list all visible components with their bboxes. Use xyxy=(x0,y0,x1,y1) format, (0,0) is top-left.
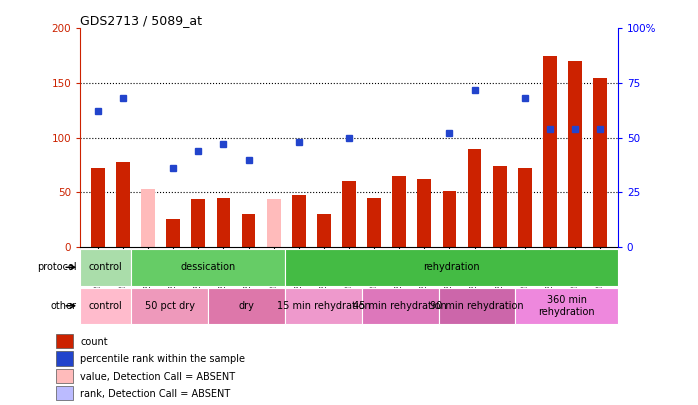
Text: GDS2713 / 5089_at: GDS2713 / 5089_at xyxy=(80,14,202,27)
Text: dry: dry xyxy=(239,301,255,311)
Text: dessication: dessication xyxy=(181,262,236,272)
Bar xyxy=(56,369,73,383)
Text: control: control xyxy=(89,301,123,311)
Text: 50 pct dry: 50 pct dry xyxy=(145,301,195,311)
Bar xyxy=(216,198,230,247)
Text: 15 min rehydration: 15 min rehydration xyxy=(276,301,370,311)
Bar xyxy=(593,77,607,247)
Bar xyxy=(141,189,155,247)
Bar xyxy=(80,249,131,286)
Text: control: control xyxy=(89,262,123,272)
Bar xyxy=(493,166,507,247)
Bar xyxy=(543,56,557,247)
Text: value, Detection Call = ABSENT: value, Detection Call = ABSENT xyxy=(80,371,235,382)
Text: 90 min rehydration: 90 min rehydration xyxy=(430,301,524,311)
Bar xyxy=(292,194,306,247)
Bar xyxy=(242,214,255,247)
Bar xyxy=(191,199,205,247)
Text: rank, Detection Call = ABSENT: rank, Detection Call = ABSENT xyxy=(80,389,230,399)
Bar xyxy=(342,181,356,247)
Bar xyxy=(285,288,362,324)
Text: percentile rank within the sample: percentile rank within the sample xyxy=(80,354,245,364)
Bar xyxy=(56,351,73,365)
Text: other: other xyxy=(51,301,77,311)
Text: count: count xyxy=(80,337,108,347)
Bar xyxy=(468,149,482,247)
Bar xyxy=(367,198,381,247)
Bar xyxy=(91,168,105,247)
Text: 45 min rehydration: 45 min rehydration xyxy=(353,301,447,311)
Bar xyxy=(317,214,331,247)
Bar xyxy=(518,168,532,247)
Bar xyxy=(515,288,618,324)
Bar xyxy=(568,61,582,247)
Bar xyxy=(417,179,431,247)
Bar xyxy=(131,288,208,324)
Bar xyxy=(56,334,73,348)
Bar xyxy=(362,288,438,324)
Text: rehydration: rehydration xyxy=(423,262,480,272)
Text: protocol: protocol xyxy=(37,262,77,272)
Bar xyxy=(443,191,456,247)
Bar xyxy=(438,288,515,324)
Bar xyxy=(116,162,130,247)
Bar xyxy=(285,249,618,286)
Bar xyxy=(208,288,285,324)
Bar xyxy=(166,219,180,247)
Bar xyxy=(392,176,406,247)
Bar xyxy=(131,249,285,286)
Bar xyxy=(56,386,73,400)
Bar xyxy=(267,199,281,247)
Bar xyxy=(80,288,131,324)
Text: 360 min
rehydration: 360 min rehydration xyxy=(538,295,595,317)
